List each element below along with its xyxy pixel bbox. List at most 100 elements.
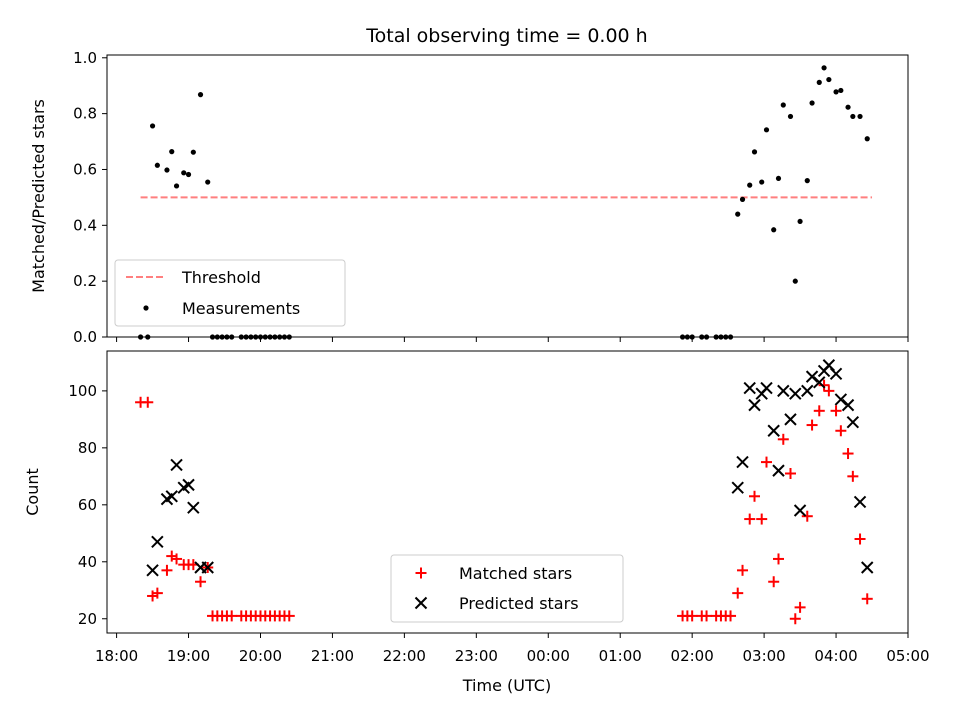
matched-star-point bbox=[725, 610, 737, 622]
predicted-star-point bbox=[201, 561, 214, 574]
measurement-point bbox=[190, 149, 196, 155]
predicted-star-point bbox=[834, 393, 848, 406]
count-y-tick-label: 100 bbox=[68, 382, 97, 400]
legend-matched-label: Matched stars bbox=[459, 564, 572, 583]
count-y-axis-label: Count bbox=[23, 468, 42, 516]
matched-star-point bbox=[732, 587, 744, 599]
measurement-point bbox=[164, 167, 170, 173]
predicted-star-point bbox=[805, 370, 819, 383]
matched-star-point bbox=[818, 379, 830, 391]
ratio-y-tick-label: 1.0 bbox=[73, 49, 97, 67]
measurement-point bbox=[797, 218, 803, 225]
x-tick-label: 18:00 bbox=[95, 647, 138, 665]
matched-star-point bbox=[789, 613, 801, 625]
measurement-point bbox=[205, 179, 211, 185]
measurement-point bbox=[845, 104, 851, 110]
measurement-point bbox=[739, 196, 746, 202]
measurement-point bbox=[792, 278, 798, 284]
measurement-point bbox=[857, 113, 863, 120]
predicted-star-point bbox=[767, 424, 780, 437]
predicted-star-point bbox=[760, 381, 773, 395]
matched-star-point bbox=[686, 610, 698, 622]
measurement-point bbox=[780, 102, 786, 108]
measurement-point bbox=[747, 182, 753, 188]
count-legend-box bbox=[390, 554, 624, 623]
predicted-star-point bbox=[784, 413, 797, 426]
count-x-ticks: 18:00 19:00 20:00 21:00 22:00 23:00 00:00 01:00… bbox=[95, 633, 930, 665]
measurement-point bbox=[838, 87, 844, 94]
legend-measurement-swatch bbox=[143, 305, 149, 311]
matched-star-point bbox=[737, 564, 749, 576]
predicted-star-point bbox=[182, 478, 195, 492]
x-tick-label: 04:00 bbox=[814, 647, 857, 665]
predicted-star-point bbox=[187, 501, 200, 514]
legend-matched-swatch bbox=[415, 567, 427, 579]
ratio-legend: Threshold Measurements bbox=[114, 259, 346, 327]
matched-star-point bbox=[161, 564, 173, 576]
x-tick-label: 01:00 bbox=[599, 647, 642, 665]
ratio-panel: 0.0 0.2 0.4 0.6 0.8 1.0 Matched/Predicted sta… bbox=[29, 49, 909, 346]
ratio-y-tick-label: 0.6 bbox=[73, 160, 97, 178]
chart-title: Total observing time = 0.00 h bbox=[365, 25, 647, 47]
matched-star-point bbox=[142, 396, 154, 408]
count-legend: Matched stars Predicted stars bbox=[390, 554, 624, 623]
predicted-star-point bbox=[829, 367, 843, 380]
predicted-star-point bbox=[793, 504, 807, 517]
count-y-tick-label: 20 bbox=[78, 610, 97, 628]
predicted-star-point bbox=[861, 561, 874, 574]
measurement-point bbox=[864, 136, 870, 142]
matched-star-point bbox=[854, 533, 866, 545]
measurement-point bbox=[833, 89, 839, 95]
measurement-point bbox=[169, 149, 175, 155]
x-tick-label: 22:00 bbox=[383, 647, 426, 665]
x-tick-label: 03:00 bbox=[742, 647, 785, 665]
matched-star-point bbox=[283, 610, 295, 622]
ratio-y-tick-label: 0.0 bbox=[73, 328, 97, 346]
measurement-point bbox=[185, 171, 192, 178]
count-y-tick-label: 80 bbox=[78, 439, 97, 457]
predicted-star-point bbox=[813, 376, 826, 389]
matched-star-point bbox=[861, 593, 873, 605]
x-tick-label: 20:00 bbox=[239, 647, 282, 665]
ratio-y-tick-label: 0.4 bbox=[73, 216, 97, 234]
count-y-ticks: 20 40 60 80 100 bbox=[68, 382, 107, 628]
predicted-star-point bbox=[146, 564, 159, 577]
measurement-point bbox=[816, 79, 822, 85]
predicted-star-point bbox=[731, 481, 744, 494]
predicted-star-point bbox=[853, 495, 867, 509]
predicted-star-point bbox=[841, 398, 855, 412]
matched-star-point bbox=[772, 553, 784, 565]
matched-star-point bbox=[768, 576, 780, 588]
measurement-point bbox=[771, 227, 777, 233]
legend-predicted-swatch bbox=[414, 596, 428, 610]
predicted-star-point bbox=[846, 416, 860, 429]
ratio-x-ticks bbox=[116, 337, 909, 342]
ratio-y-axis-label: Matched/Predicted stars bbox=[29, 99, 48, 293]
matched-star-point bbox=[761, 456, 773, 468]
predicted-star-point bbox=[736, 455, 749, 469]
matched-star-point bbox=[794, 601, 806, 613]
predicted-star-point bbox=[165, 490, 178, 503]
matched-star-point bbox=[701, 610, 713, 622]
ratio-y-ticks: 0.0 0.2 0.4 0.6 0.8 1.0 bbox=[73, 49, 107, 346]
x-tick-label: 23:00 bbox=[455, 647, 498, 665]
ratio-axes-frame bbox=[106, 54, 909, 338]
measurement-point bbox=[809, 100, 815, 106]
predicted-star-point bbox=[743, 381, 756, 395]
predicted-star-point bbox=[789, 387, 802, 400]
ratio-y-tick-label: 0.2 bbox=[73, 272, 97, 290]
matched-star-point bbox=[744, 513, 756, 525]
predicted-star-point bbox=[777, 384, 790, 398]
count-panel: 20 40 60 80 100 18:00 19:00 20:00 21:00 22:00 23:… bbox=[23, 350, 930, 695]
predicted-star-point bbox=[151, 535, 164, 549]
measurement-point bbox=[181, 170, 187, 176]
x-axis-label: Time (UTC) bbox=[462, 676, 551, 695]
matched-star-point bbox=[784, 467, 796, 479]
measurement-point bbox=[149, 123, 156, 129]
measurement-point bbox=[787, 113, 794, 120]
legend-measurements-label: Measurements bbox=[182, 299, 300, 318]
measurement-point bbox=[154, 162, 160, 168]
matched-star-point bbox=[847, 470, 859, 482]
matched-star-point bbox=[823, 385, 835, 397]
